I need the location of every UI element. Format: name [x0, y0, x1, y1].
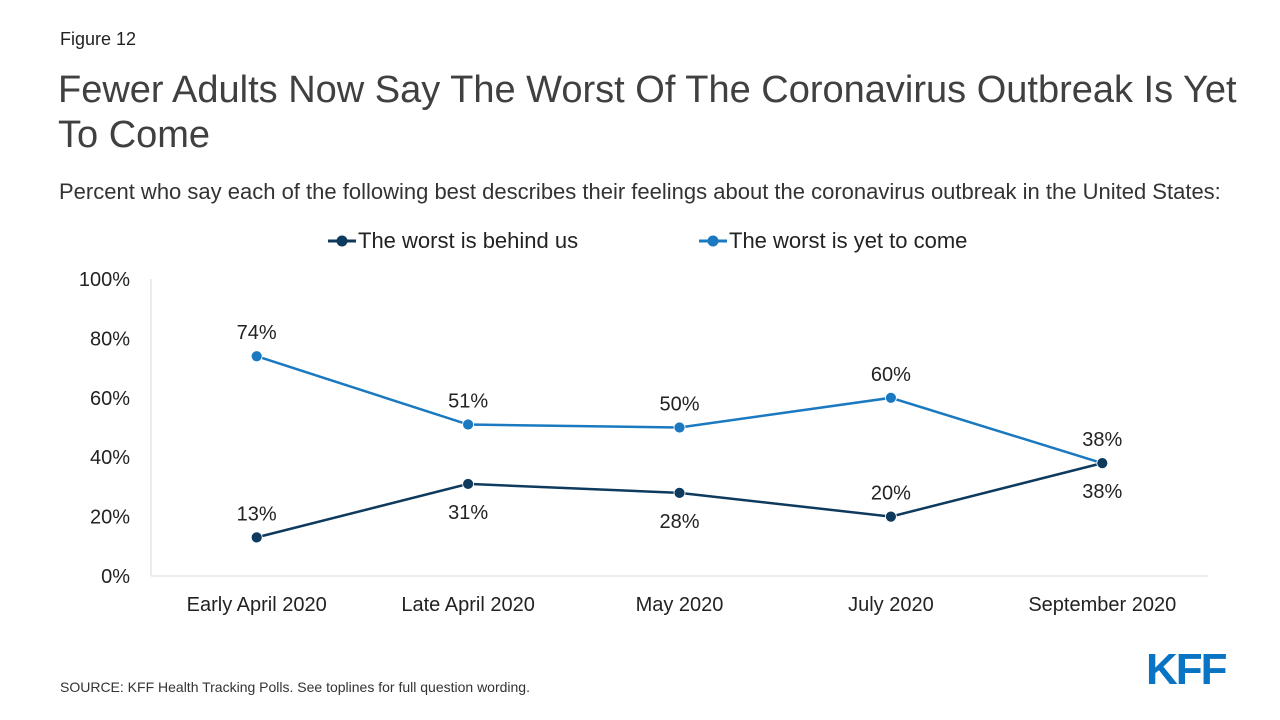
- legend-swatch-behind: [328, 235, 356, 247]
- x-tick-label: September 2020: [1028, 594, 1176, 616]
- legend-label-yet-to-come: The worst is yet to come: [729, 228, 968, 253]
- chart-title: Fewer Adults Now Say The Worst Of The Co…: [58, 69, 1237, 156]
- kff-logo: KFF: [1146, 645, 1228, 694]
- chart-subtitle: Percent who say each of the following be…: [59, 179, 1221, 204]
- data-label-behind: 28%: [659, 511, 699, 533]
- legend-item-yet-to-come: The worst is yet to come: [699, 228, 967, 254]
- data-label-yet-to-come: 60%: [871, 364, 911, 386]
- y-tick-label: 100%: [79, 269, 130, 291]
- x-tick-label: May 2020: [636, 594, 724, 616]
- chart-axes: 0% 20% 40% 60% 80% 100% Early April 2020 Late A…: [79, 269, 1208, 616]
- data-point-yet-to-come: [885, 391, 897, 404]
- data-point-yet-to-come: [462, 418, 475, 431]
- data-point-behind: [462, 478, 475, 490]
- data-label-behind: 31%: [448, 502, 488, 524]
- data-point-behind: [673, 486, 686, 499]
- y-tick-label: 60%: [90, 388, 130, 410]
- source-note: SOURCE: KFF Health Tracking Polls. See t…: [60, 679, 530, 695]
- figure-label: Figure 12: [60, 29, 137, 49]
- data-point-yet-to-come: [673, 421, 686, 434]
- legend-label-behind: The worst is behind us: [358, 228, 579, 253]
- y-tick-label: 80%: [90, 328, 130, 350]
- x-tick-label: July 2020: [848, 594, 934, 616]
- data-label-yet-to-come: 50%: [659, 394, 699, 416]
- chart-legend: The worst is behind us The worst is yet …: [0, 228, 1280, 258]
- data-label-behind: 38%: [1082, 481, 1122, 503]
- x-tick-label: Late April 2020: [401, 594, 534, 616]
- data-point-behind: [885, 510, 897, 523]
- x-tick-label: Early April 2020: [187, 594, 327, 616]
- data-label-yet-to-come: 38%: [1082, 429, 1122, 451]
- data-point-behind: [250, 531, 263, 544]
- legend-item-behind: The worst is behind us: [328, 228, 578, 254]
- chart-series: [250, 350, 1109, 544]
- y-tick-label: 20%: [90, 507, 130, 529]
- data-point-yet-to-come: [250, 350, 263, 363]
- chart-data-labels: 13% 31% 28% 20% 38% 74% 51% 50% 60% 38%: [237, 322, 1123, 533]
- data-label-yet-to-come: 74%: [237, 322, 277, 344]
- data-point-behind: [1096, 457, 1109, 470]
- legend-swatch-yet-to-come: [699, 235, 727, 247]
- data-label-yet-to-come: 51%: [448, 391, 488, 413]
- y-tick-label: 0%: [101, 566, 130, 588]
- data-label-behind: 20%: [871, 483, 911, 505]
- data-label-behind: 13%: [237, 503, 277, 525]
- y-tick-label: 40%: [90, 447, 130, 469]
